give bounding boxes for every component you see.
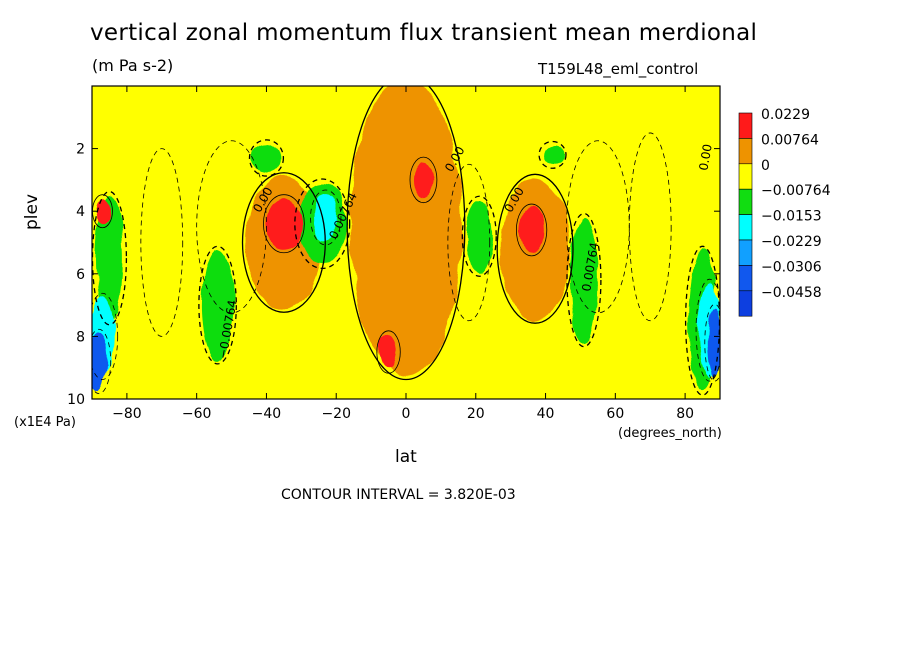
colorbar-swatch xyxy=(738,265,753,292)
contour-region-neg-5 xyxy=(252,143,281,173)
x-tick-label: −80 xyxy=(112,406,142,422)
colorbar-swatch xyxy=(738,112,753,139)
contour-region-neg-4 xyxy=(201,250,234,360)
y-tick-label: 4 xyxy=(76,204,85,220)
contour-line-17 xyxy=(92,292,119,380)
contour-line-12 xyxy=(409,156,438,204)
contour-line-3 xyxy=(294,178,351,270)
contour-line-7 xyxy=(566,212,602,348)
x-tick-label: −60 xyxy=(182,406,212,422)
contour-region-neg-9 xyxy=(95,195,124,321)
background-contour-0 xyxy=(196,140,267,314)
x-tick-label: 20 xyxy=(467,406,485,422)
colorbar-label: −0.0153 xyxy=(761,209,822,225)
colorbar-swatch xyxy=(738,290,753,317)
colorbar-label: 0 xyxy=(761,158,770,174)
colorbar-swatch xyxy=(738,188,753,215)
contour-line-19 xyxy=(92,328,112,395)
contour-line-18 xyxy=(695,278,720,382)
colorbar-label: 0.0229 xyxy=(761,107,810,123)
contour-line-9 xyxy=(92,190,128,326)
contour-region-pos-11 xyxy=(266,198,302,249)
colorbar-swatch xyxy=(738,214,753,241)
contour-region-neg-7 xyxy=(569,217,598,343)
background-contour-4 xyxy=(447,163,491,322)
contour-line-8 xyxy=(538,140,567,169)
y-tick-label: 6 xyxy=(76,267,85,283)
colorbar-label: −0.0306 xyxy=(761,259,822,275)
colorbar-swatch xyxy=(738,239,753,266)
contour-line-14 xyxy=(515,203,548,257)
y-units-label: (x1E4 Pa) xyxy=(14,415,76,430)
y-tick-label: 10 xyxy=(67,392,85,408)
colorbar-label: −0.0458 xyxy=(761,285,822,301)
colorbar-swatch xyxy=(738,138,753,165)
y-axis-label: plev xyxy=(22,193,42,230)
contour-line-5 xyxy=(248,139,285,177)
run-label: T159L48_eml_control xyxy=(538,60,699,78)
contour-region-neg-6 xyxy=(465,200,494,273)
background-contour-3 xyxy=(628,132,672,322)
contour-line-2 xyxy=(496,173,574,324)
x-units-label: (degrees_north) xyxy=(618,426,722,441)
contour-line-16 xyxy=(310,189,342,246)
contour-line-1 xyxy=(346,86,466,381)
x-tick-label: −40 xyxy=(252,406,282,422)
colorbar-label: −0.0229 xyxy=(761,234,822,250)
y-tick-label: 2 xyxy=(76,142,85,158)
contour-region-pos-14 xyxy=(519,208,544,252)
contour-line-4 xyxy=(198,245,237,365)
contour-line-20 xyxy=(704,303,720,382)
contour-line-11 xyxy=(263,194,305,254)
chart-units: (m Pa s-2) xyxy=(92,56,174,75)
x-tick-label: 40 xyxy=(537,406,555,422)
x-tick-label: 60 xyxy=(606,406,624,422)
contour-line-0 xyxy=(241,172,326,313)
contour-region-pos-1 xyxy=(350,86,462,376)
contour-line-13 xyxy=(376,330,401,374)
y-tick-label: 8 xyxy=(76,329,85,345)
contour-region-neg-19 xyxy=(92,333,108,390)
contour-region-pos-15 xyxy=(95,198,110,224)
contour-region-pos-12 xyxy=(412,161,434,199)
colorbar-label: −0.00764 xyxy=(761,183,831,199)
contour-region-pos-13 xyxy=(379,334,398,370)
x-tick-label: −20 xyxy=(321,406,351,422)
colorbar-label: 0.00764 xyxy=(761,132,819,148)
x-tick-label: 80 xyxy=(676,406,694,422)
contour-label: 0.00 xyxy=(696,143,714,172)
background-contour-2 xyxy=(140,148,184,337)
contour-region-neg-8 xyxy=(542,145,563,165)
x-axis-label: lat xyxy=(395,447,417,467)
contour-interval-label: CONTOUR INTERVAL = 3.820E-03 xyxy=(281,487,516,503)
colorbar-swatch xyxy=(738,163,753,190)
chart-title: vertical zonal momentum flux transient m… xyxy=(90,20,758,46)
contour-line-6 xyxy=(461,195,497,277)
x-tick-label: 0 xyxy=(402,406,411,422)
